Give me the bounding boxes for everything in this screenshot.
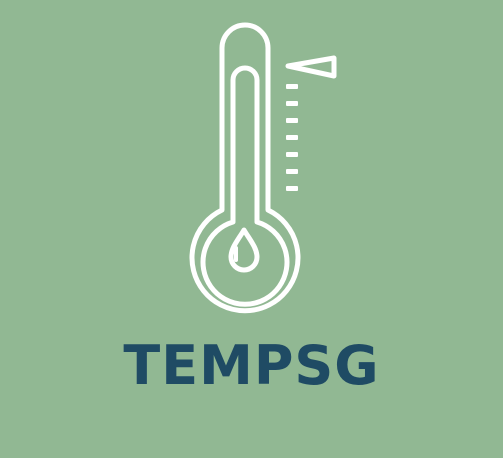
mercury-drop xyxy=(228,227,260,273)
wordmark: TEMPSG xyxy=(123,334,380,397)
thermometer-outer xyxy=(189,22,301,314)
thermometer-inner xyxy=(200,65,290,307)
pointer-triangle xyxy=(285,55,337,79)
scale-ticks xyxy=(286,84,298,191)
